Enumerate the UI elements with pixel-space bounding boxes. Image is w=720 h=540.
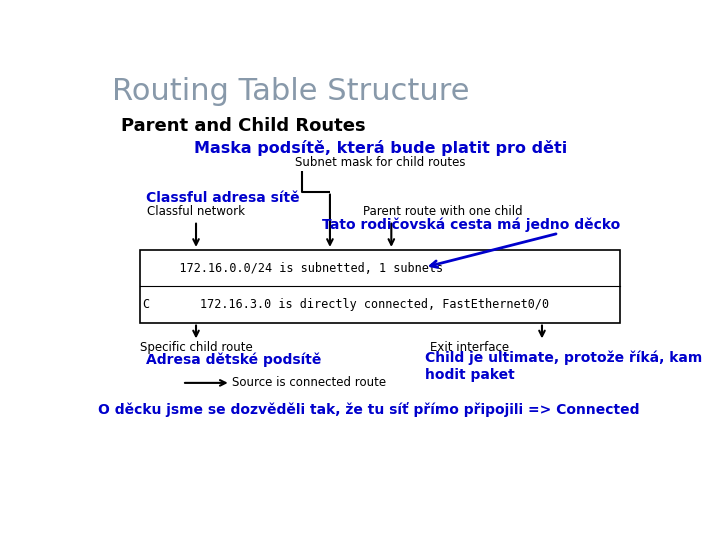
Text: Adresa dětské podsítě: Adresa dětské podsítě bbox=[145, 353, 321, 367]
Text: Parent route with one child: Parent route with one child bbox=[364, 205, 523, 218]
Text: O děcku jsme se dozvěděli tak, že tu síť přímo připojili => Connected: O děcku jsme se dozvěděli tak, že tu síť… bbox=[98, 402, 640, 417]
Bar bbox=[140, 250, 620, 322]
Text: Specific child route: Specific child route bbox=[140, 341, 253, 354]
Text: Exit interface: Exit interface bbox=[431, 341, 510, 354]
Text: Tato rodičovská cesta má jedno děcko: Tato rodičovská cesta má jedno děcko bbox=[322, 218, 620, 232]
Text: Classful network: Classful network bbox=[147, 205, 245, 218]
Text: Maska podsítě, která bude platit pro děti: Maska podsítě, která bude platit pro dět… bbox=[194, 140, 567, 156]
Text: Source is connected route: Source is connected route bbox=[233, 376, 387, 389]
Text: Classful adresa sítě: Classful adresa sítě bbox=[145, 191, 300, 205]
Text: 172.16.0.0/24 is subnetted, 1 subnets: 172.16.0.0/24 is subnetted, 1 subnets bbox=[151, 261, 444, 274]
Text: Parent and Child Routes: Parent and Child Routes bbox=[121, 117, 365, 135]
Text: Routing Table Structure: Routing Table Structure bbox=[112, 77, 470, 106]
Text: C       172.16.3.0 is directly connected, FastEthernet0/0: C 172.16.3.0 is directly connected, Fast… bbox=[143, 298, 549, 311]
Text: Child je ultimate, protože říká, kam
hodit paket: Child je ultimate, protože říká, kam hod… bbox=[425, 351, 702, 382]
Text: Subnet mask for child routes: Subnet mask for child routes bbox=[295, 156, 465, 169]
